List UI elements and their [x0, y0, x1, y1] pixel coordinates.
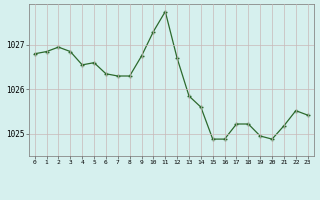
- Text: Graphe pression niveau de la mer (hPa): Graphe pression niveau de la mer (hPa): [58, 180, 262, 189]
